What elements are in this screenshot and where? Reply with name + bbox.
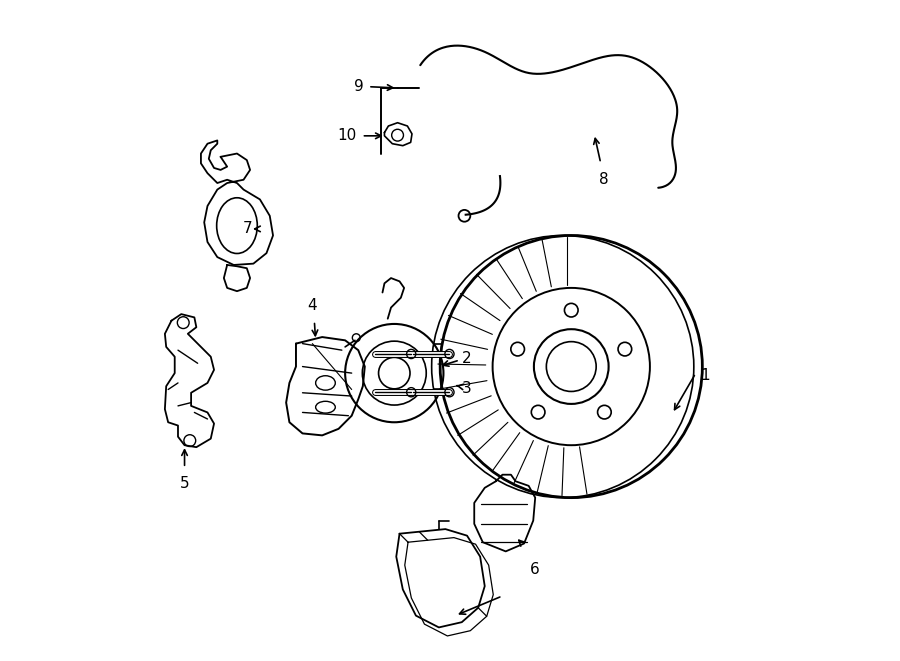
Text: 4: 4	[308, 298, 317, 313]
Text: 2: 2	[462, 350, 472, 366]
Text: 9: 9	[354, 79, 364, 94]
Text: 1: 1	[700, 368, 710, 383]
Text: 10: 10	[338, 128, 357, 143]
Text: 6: 6	[530, 563, 540, 577]
Text: 7: 7	[242, 221, 252, 237]
Text: 5: 5	[180, 476, 189, 491]
Text: 8: 8	[599, 172, 608, 187]
Text: 3: 3	[462, 381, 472, 396]
